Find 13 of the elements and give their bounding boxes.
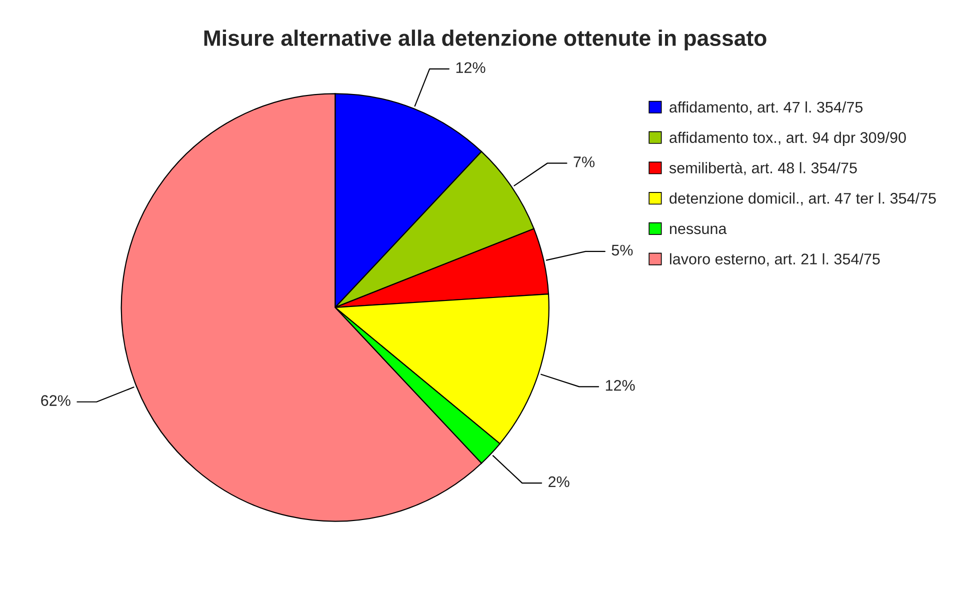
data-label: 12% <box>456 62 486 73</box>
data-label: 5% <box>612 244 633 256</box>
data-label: 7% <box>574 156 595 168</box>
data-label: 12% <box>606 380 635 391</box>
legend-label: nessuna <box>670 226 727 234</box>
legend-label: semilibertà, art. 48 l. 354/75 <box>669 162 857 176</box>
chart-title: Misure alternative alla detenzione ottenute in passato <box>204 30 766 50</box>
data-label: 2% <box>548 476 570 488</box>
legend-label: lavoro esterno, art. 21 l. 354/75 <box>670 253 880 266</box>
legend-label: affidamento tox., art. 94 dpr 309/90 <box>670 132 906 146</box>
legend-label: detenzione domicil., art. 47 ter l. 354/75 <box>670 192 936 206</box>
data-label: 62% <box>41 395 70 406</box>
legend-label: affidamento, art. 47 l. 354/75 <box>670 101 863 114</box>
